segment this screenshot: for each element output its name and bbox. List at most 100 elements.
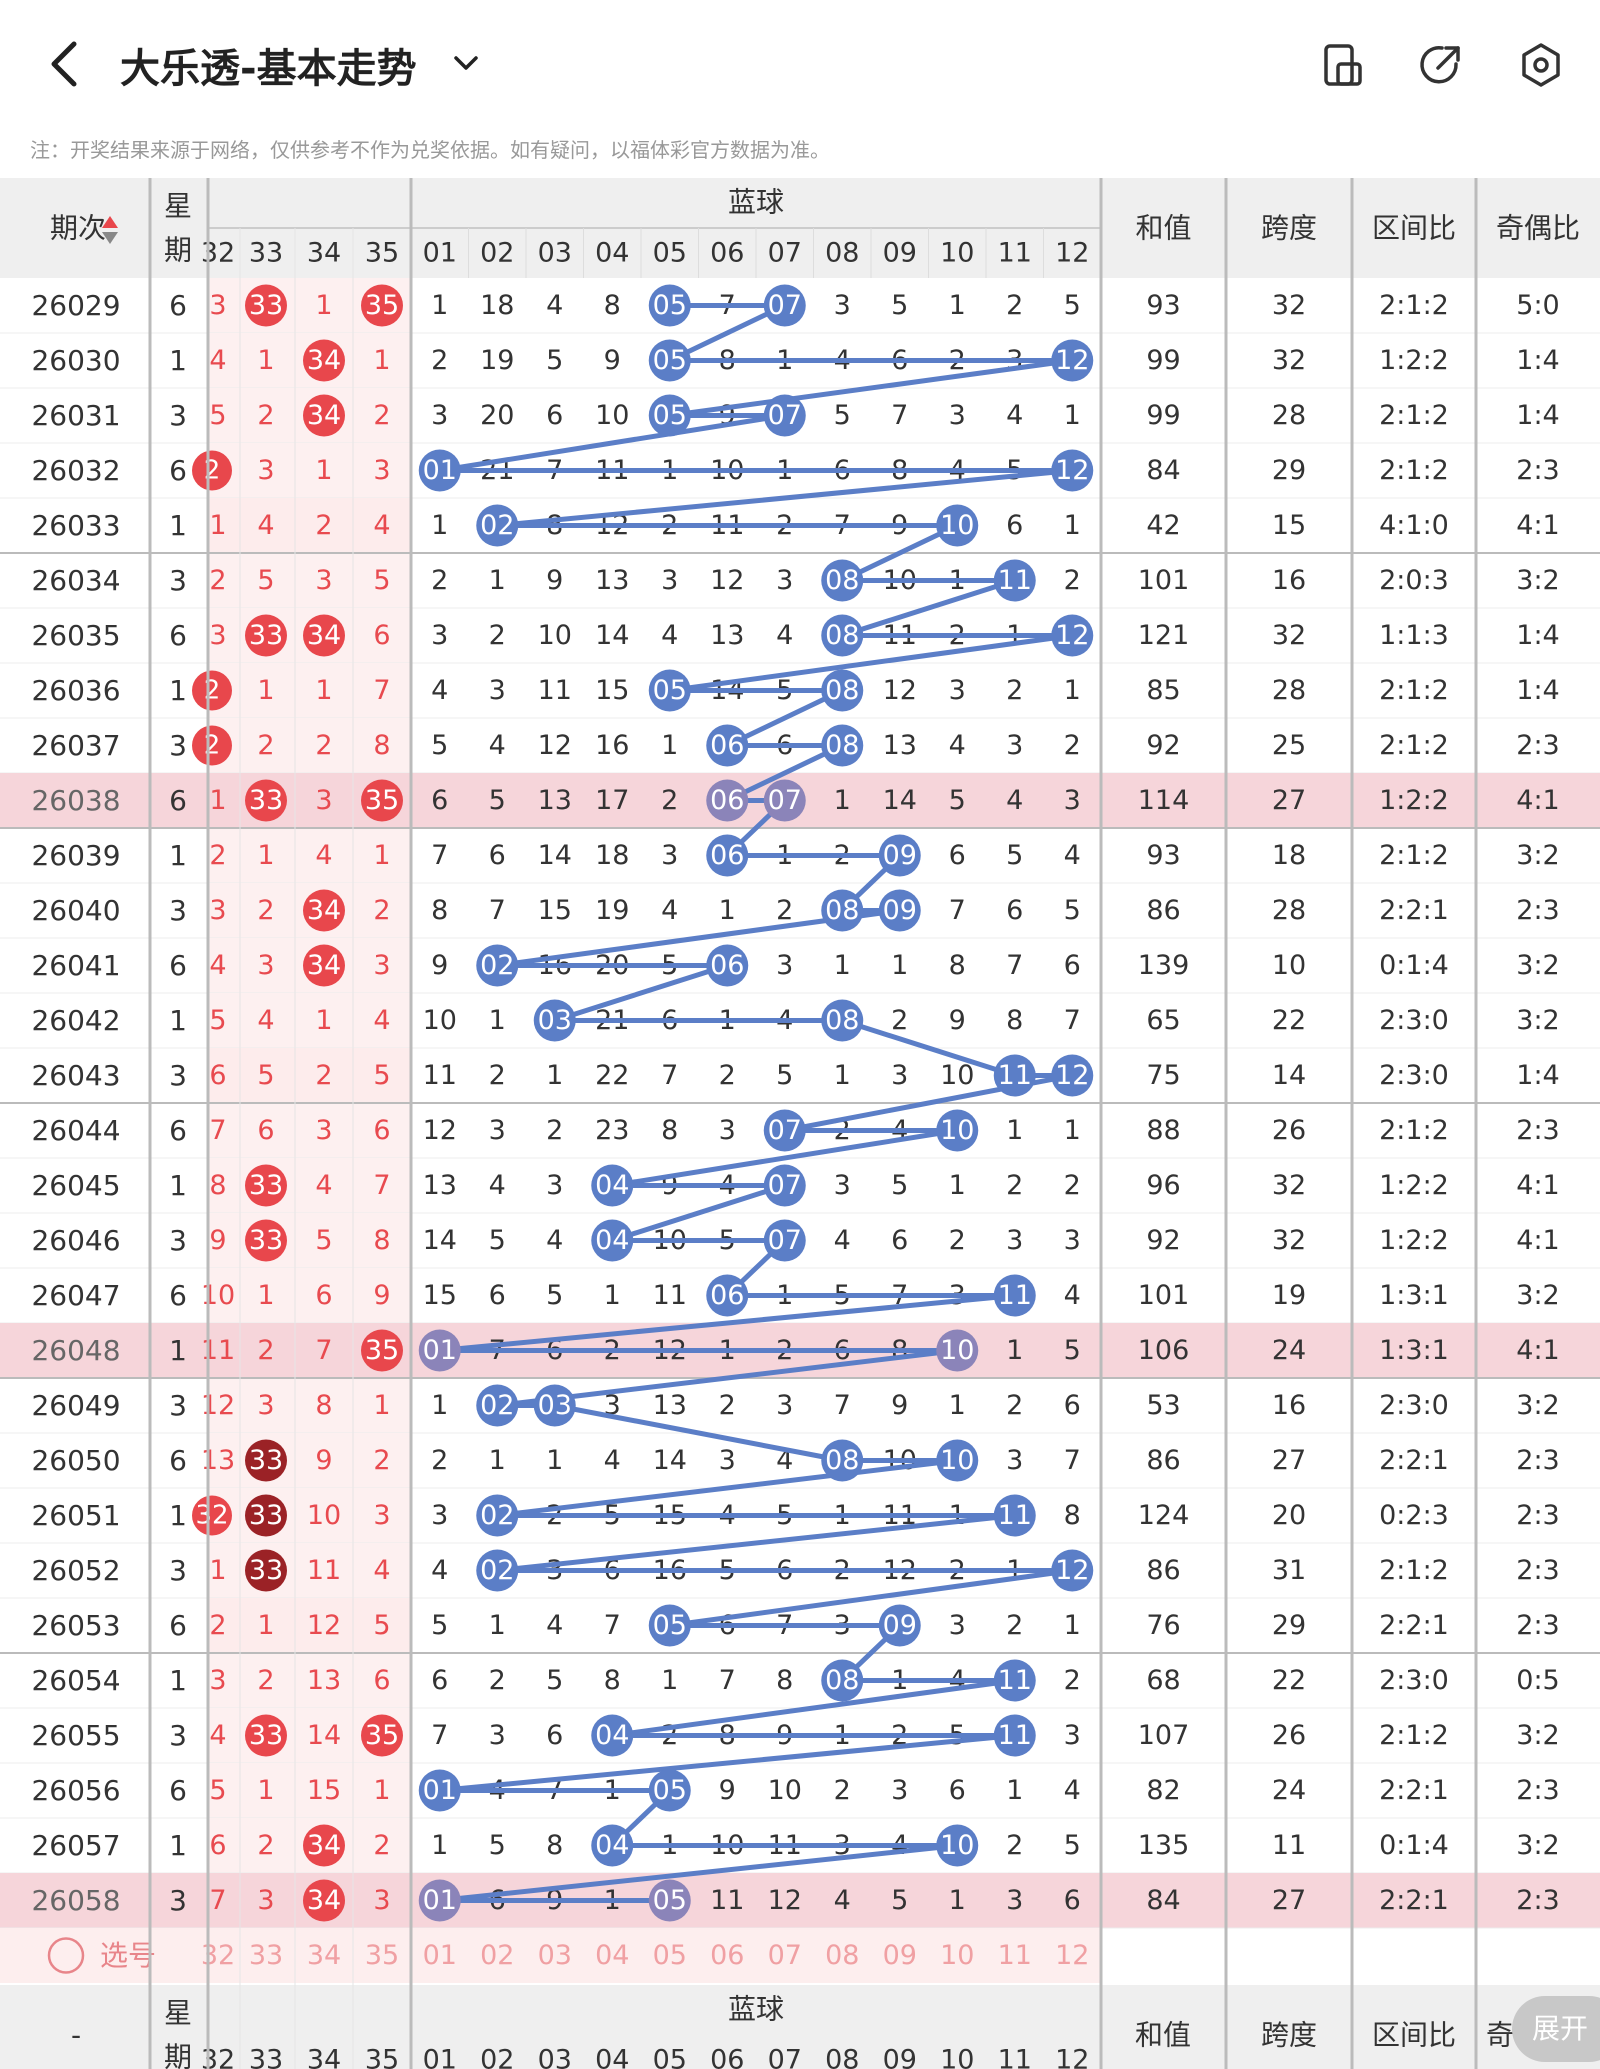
blue-miss-count: 15 — [538, 895, 572, 926]
blue-miss-count: 6 — [431, 785, 448, 816]
stat-oe: 2:3 — [1516, 1555, 1559, 1586]
expand-button[interactable]: 展开 — [1512, 1996, 1600, 2062]
blue-ball — [648, 394, 691, 437]
stat-zone: 0:1:4 — [1379, 950, 1449, 981]
front-ball-number: 35 — [365, 1720, 399, 1751]
blue-ball-number: 08 — [825, 620, 859, 651]
blue-miss-count: 1 — [546, 1445, 563, 1476]
issue-number: 26043 — [31, 1059, 120, 1092]
blue-miss-count: 2 — [431, 345, 448, 376]
bottom-blue-04: 04 — [595, 2045, 629, 2069]
blue-miss-count: 7 — [431, 840, 448, 871]
blue-miss-count: 4 — [431, 1555, 448, 1586]
blue-ball — [706, 779, 749, 822]
blue-ball — [706, 834, 749, 877]
blue-miss-count: 13 — [710, 620, 744, 651]
stat-zone: 1:2:2 — [1379, 345, 1449, 376]
stat-oe: 4:1 — [1516, 785, 1559, 816]
front-miss-count: 12 — [307, 1610, 341, 1641]
blue-miss-count: 8 — [776, 1665, 793, 1696]
share-icon[interactable] — [1416, 40, 1466, 90]
front-miss-count: 1 — [209, 1555, 226, 1586]
blue-ball — [648, 339, 691, 382]
page-title: 大乐透-基本走势 — [120, 46, 417, 92]
front-miss-count: 4 — [209, 1720, 226, 1751]
blue-ball — [936, 1439, 979, 1482]
blue-ball — [821, 724, 864, 767]
blue-ball-number: 08 — [825, 675, 859, 706]
issue-number: 26032 — [31, 454, 120, 487]
blue-miss-count: 14 — [423, 1225, 457, 1256]
blue-miss-count: 1 — [431, 1830, 448, 1861]
front-miss-count: 8 — [373, 730, 390, 761]
blue-miss-count: 2 — [489, 1060, 506, 1091]
blue-miss-count: 5 — [431, 1610, 448, 1641]
stat-zone: 2:1:2 — [1379, 675, 1449, 706]
header-blue-06: 06 — [710, 238, 744, 269]
blue-miss-count: 4 — [546, 1610, 563, 1641]
blue-miss-count: 1 — [661, 1665, 678, 1696]
blue-miss-count: 7 — [1064, 1005, 1081, 1036]
blue-ball-number: 10 — [940, 1335, 974, 1366]
select-blue-12: 12 — [1055, 1940, 1089, 1971]
front-miss-count: 4 — [209, 950, 226, 981]
front-miss-count: 1 — [257, 675, 274, 706]
chevron-down-icon[interactable] — [448, 44, 484, 84]
stat-span: 31 — [1272, 1555, 1306, 1586]
trend-table: 期次星期蓝球 32 33 34 35 01 02 03 04 05 06 07 08 09 10 11 12 和值… — [0, 178, 1600, 2069]
front-miss-count: 12 — [201, 1390, 235, 1421]
phone-rotate-icon[interactable] — [1318, 40, 1368, 90]
front-ball-number: 34 — [307, 345, 341, 376]
header-sum: 和值 — [1135, 212, 1191, 245]
stat-oe: 1:4 — [1516, 620, 1559, 651]
blue-ball-number: 08 — [825, 730, 859, 761]
issue-number: 26052 — [31, 1554, 120, 1587]
stat-sum: 68 — [1146, 1665, 1180, 1696]
blue-miss-count: 2 — [776, 895, 793, 926]
blue-ball-number: 07 — [768, 1115, 802, 1146]
settings-icon[interactable] — [1516, 40, 1566, 90]
blue-miss-count: 18 — [595, 840, 629, 871]
blue-ball — [993, 1659, 1036, 1702]
blue-ball-number: 03 — [538, 1390, 572, 1421]
stat-sum: 92 — [1146, 730, 1180, 761]
blue-ball — [821, 889, 864, 932]
blue-miss-count: 3 — [431, 1500, 448, 1531]
blue-ball-number: 04 — [595, 1170, 629, 1201]
blue-miss-count: 20 — [480, 400, 514, 431]
blue-miss-count: 3 — [891, 1060, 908, 1091]
front-ball-number: 35 — [365, 1335, 399, 1366]
stat-span: 32 — [1272, 290, 1306, 321]
back-icon[interactable] — [40, 34, 90, 94]
blue-miss-count: 4 — [661, 895, 678, 926]
front-miss-count: 3 — [315, 565, 332, 596]
header-blue-02: 02 — [480, 238, 514, 269]
stat-sum: 82 — [1146, 1775, 1180, 1806]
front-miss-count: 11 — [307, 1555, 341, 1586]
front-miss-count: 2 — [315, 510, 332, 541]
front-miss-count: 5 — [373, 565, 390, 596]
front-miss-count: 1 — [315, 1005, 332, 1036]
issue-number: 26048 — [31, 1334, 120, 1367]
stat-zone: 4:1:0 — [1379, 510, 1449, 541]
front-zone-bg — [208, 1598, 411, 1653]
blue-miss-count: 1 — [604, 1280, 621, 1311]
app-header: 大乐透-基本走势 — [0, 0, 1600, 130]
front-zone-bg — [208, 553, 411, 608]
stat-oe: 2:3 — [1516, 1610, 1559, 1641]
stat-sum: 93 — [1146, 840, 1180, 871]
weekday: 3 — [169, 1389, 187, 1422]
blue-miss-count: 7 — [834, 1390, 851, 1421]
select-blue-02: 02 — [480, 1940, 514, 1971]
blue-miss-count: 4 — [834, 1885, 851, 1916]
front-miss-count: 1 — [257, 1775, 274, 1806]
bottom-span: 跨度 — [1261, 2019, 1317, 2052]
table-row: 26057 1 6 2 34 2 1 5 8 1 10 11 3 4 2 5 135 11 0:1:4 3:2 — [0, 1818, 1600, 1874]
blue-ball — [1051, 339, 1094, 382]
blue-miss-count: 2 — [546, 1115, 563, 1146]
stat-span: 24 — [1272, 1335, 1306, 1366]
stat-sum: 84 — [1146, 455, 1180, 486]
front-miss-count: 1 — [257, 345, 274, 376]
front-miss-count: 1 — [373, 1390, 390, 1421]
blue-miss-count: 8 — [604, 1665, 621, 1696]
